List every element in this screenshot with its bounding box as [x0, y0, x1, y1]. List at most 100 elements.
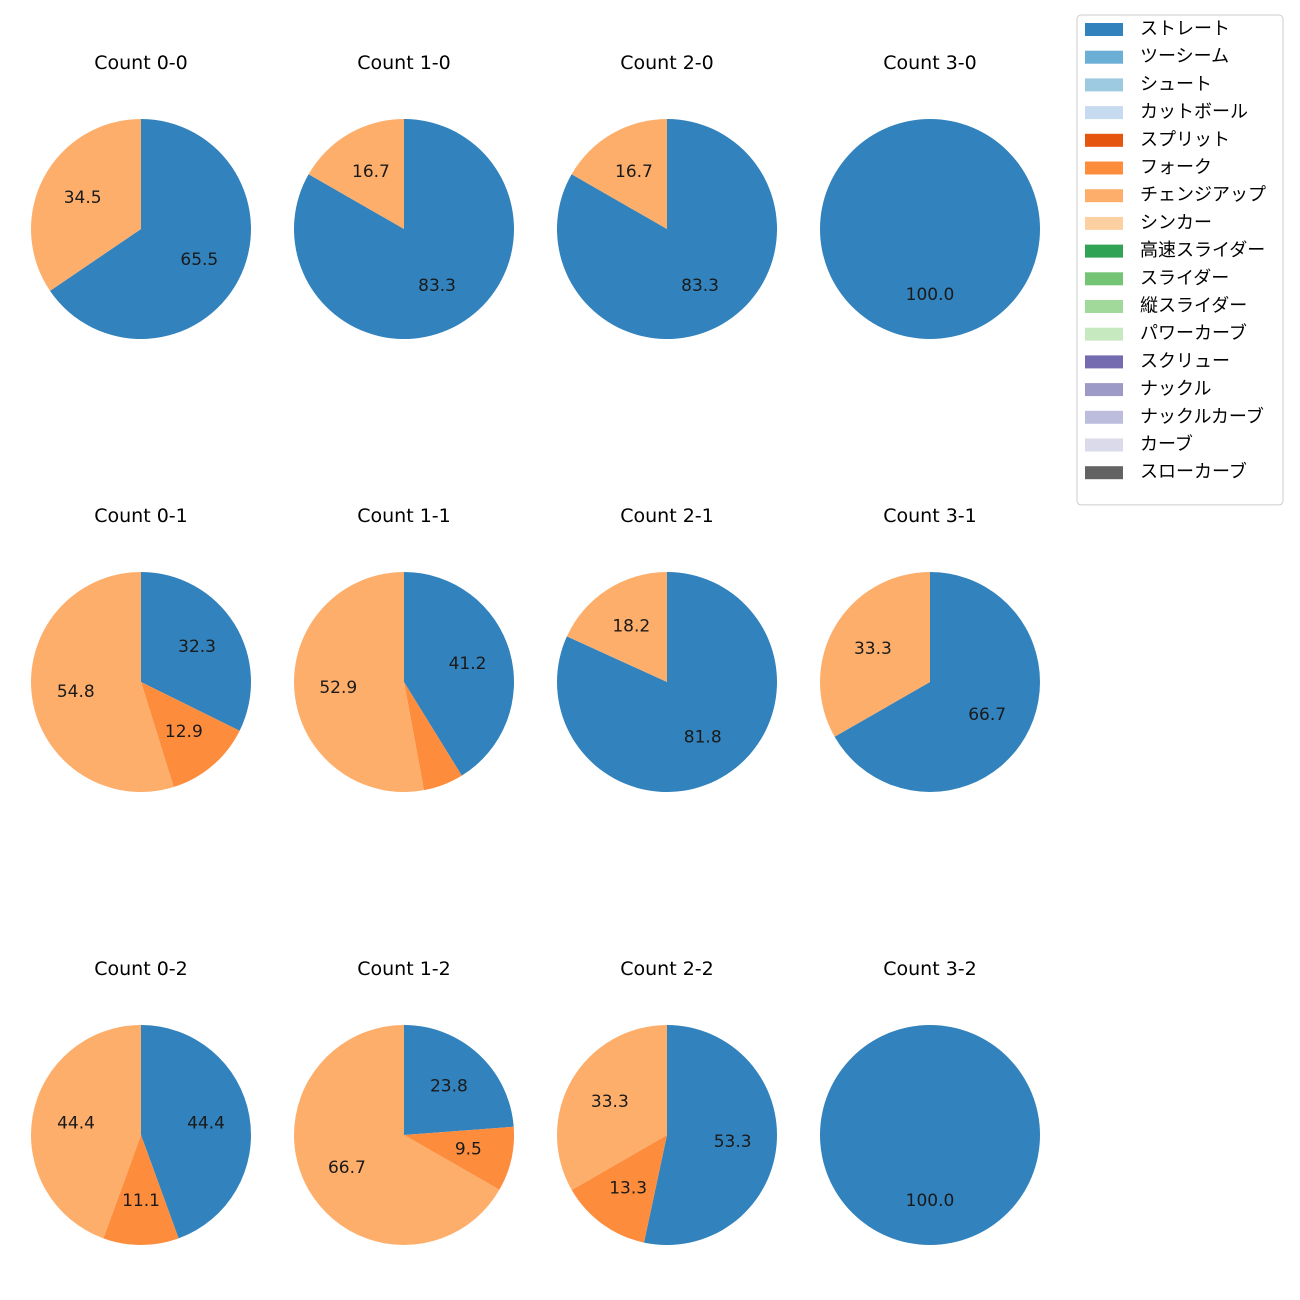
pie-slice	[293, 119, 514, 339]
pie-count-3-0: Count 3-0 100.0	[820, 52, 1040, 339]
pie-title: Count 0-1	[94, 505, 188, 527]
legend-label: ナックル	[1140, 379, 1211, 400]
legend-swatch	[1085, 161, 1123, 175]
pie-slice	[404, 572, 514, 776]
pie-slice	[643, 1025, 778, 1246]
legend-swatch	[1085, 106, 1123, 120]
pie-title: Count 3-1	[883, 505, 977, 527]
pie-count-2-1: Count 2-1 81.8 18.2	[557, 505, 777, 792]
legend-item: スプリット	[1085, 129, 1230, 150]
legend-label: ツーシーム	[1140, 46, 1229, 67]
slice-label: 52.9	[319, 678, 357, 698]
slice-label: 16.7	[615, 162, 653, 182]
legend-label: カットボール	[1140, 102, 1248, 123]
pie-slice	[404, 682, 462, 791]
pie-title: Count 2-1	[620, 505, 714, 527]
pie-title: Count 3-2	[883, 958, 977, 980]
pie-title: Count 1-2	[357, 958, 451, 980]
slice-label: 41.2	[449, 654, 487, 674]
pie-title: Count 1-1	[357, 505, 451, 527]
pie-title: Count 3-0	[883, 52, 977, 74]
legend-swatch	[1085, 244, 1123, 258]
pie-slice	[141, 572, 251, 731]
slice-label: 33.3	[591, 1092, 629, 1112]
legend-item: 縦スライダー	[1085, 296, 1247, 317]
pie-slice	[294, 572, 424, 792]
pie-slice	[31, 119, 142, 291]
legend-label: チェンジアップ	[1140, 185, 1266, 206]
legend-item: フォーク	[1085, 157, 1212, 178]
slice-label: 44.4	[57, 1114, 95, 1134]
pie-slice	[141, 1025, 251, 1239]
legend-item: カットボール	[1085, 102, 1248, 123]
legend-label: フォーク	[1140, 157, 1212, 178]
legend-label: シュート	[1140, 74, 1212, 95]
legend-label: 高速スライダー	[1140, 240, 1265, 261]
legend-item: ストレート	[1085, 19, 1230, 40]
slice-label: 100.0	[906, 285, 955, 305]
legend-item: ツーシーム	[1085, 46, 1229, 67]
legend-label: シンカー	[1140, 212, 1212, 233]
legend-item: 高速スライダー	[1085, 240, 1265, 261]
slice-label: 83.3	[681, 276, 719, 296]
slice-label: 66.7	[328, 1158, 366, 1178]
pie-title: Count 0-0	[94, 52, 188, 74]
pie-slice	[141, 682, 240, 788]
legend-swatch	[1085, 355, 1123, 369]
legend-swatch	[1085, 383, 1123, 397]
pie-slice	[30, 572, 174, 792]
slice-label: 66.7	[968, 705, 1006, 725]
legend-label: スプリット	[1140, 129, 1230, 150]
slice-label: 13.3	[609, 1178, 647, 1198]
pie-count-0-1: Count 0-1 32.3 12.9 54.8	[30, 505, 251, 792]
slice-label: 65.5	[180, 250, 218, 270]
pie-slice	[820, 572, 930, 737]
slice-label: 33.3	[854, 639, 892, 659]
legend-item: スローカーブ	[1085, 461, 1247, 483]
pie-slice	[571, 119, 667, 229]
slice-label: 81.8	[684, 728, 722, 748]
legend-item: スライダー	[1085, 268, 1229, 289]
legend-swatch	[1085, 189, 1123, 203]
pie-slice	[820, 119, 1040, 339]
pie-count-3-2: Count 3-2 100.0	[820, 958, 1040, 1245]
legend-item: パワーカーブ	[1085, 322, 1247, 344]
pie-title: Count 1-0	[357, 52, 451, 74]
legend: ストレートツーシームシュートカットボールスプリットフォークチェンジアップシンカー…	[1076, 14, 1284, 506]
slice-label: 16.7	[352, 162, 390, 182]
slice-label: 9.5	[455, 1140, 482, 1160]
pie-slice	[31, 1025, 141, 1239]
slice-label: 11.1	[122, 1191, 160, 1211]
pie-slice	[557, 1025, 667, 1190]
legend-swatch	[1085, 272, 1123, 286]
legend-swatch	[1085, 466, 1123, 480]
pie-title: Count 2-0	[620, 52, 714, 74]
legend-label: スライダー	[1140, 268, 1229, 289]
legend-item: シュート	[1085, 74, 1212, 95]
pie-count-1-0: Count 1-0 83.3 16.7	[293, 52, 514, 339]
legend-item: ナックル	[1085, 379, 1211, 400]
slice-label: 100.0	[906, 1191, 955, 1211]
slice-label: 18.2	[612, 616, 650, 636]
pie-slice	[308, 119, 404, 229]
legend-swatch	[1085, 23, 1123, 36]
legend-label: ストレート	[1140, 19, 1230, 40]
legend-swatch	[1085, 438, 1123, 452]
slice-label: 54.8	[57, 682, 95, 702]
pie-title: Count 0-2	[94, 958, 188, 980]
slice-label: 83.3	[418, 276, 456, 296]
legend-label: パワーカーブ	[1140, 322, 1247, 344]
pie-title: Count 2-2	[620, 958, 714, 980]
legend-label: スローカーブ	[1140, 461, 1247, 483]
legend-swatch	[1085, 78, 1123, 92]
legend-label: スクリュー	[1140, 351, 1230, 372]
legend-frame	[1076, 14, 1284, 506]
legend-item: ナックルカーブ	[1085, 405, 1264, 427]
pie-slice	[820, 1025, 1040, 1245]
legend-swatch	[1085, 410, 1123, 424]
legend-item: スクリュー	[1085, 351, 1230, 372]
pie-slice	[834, 572, 1040, 792]
pie-count-2-0: Count 2-0 83.3 16.7	[557, 52, 777, 339]
